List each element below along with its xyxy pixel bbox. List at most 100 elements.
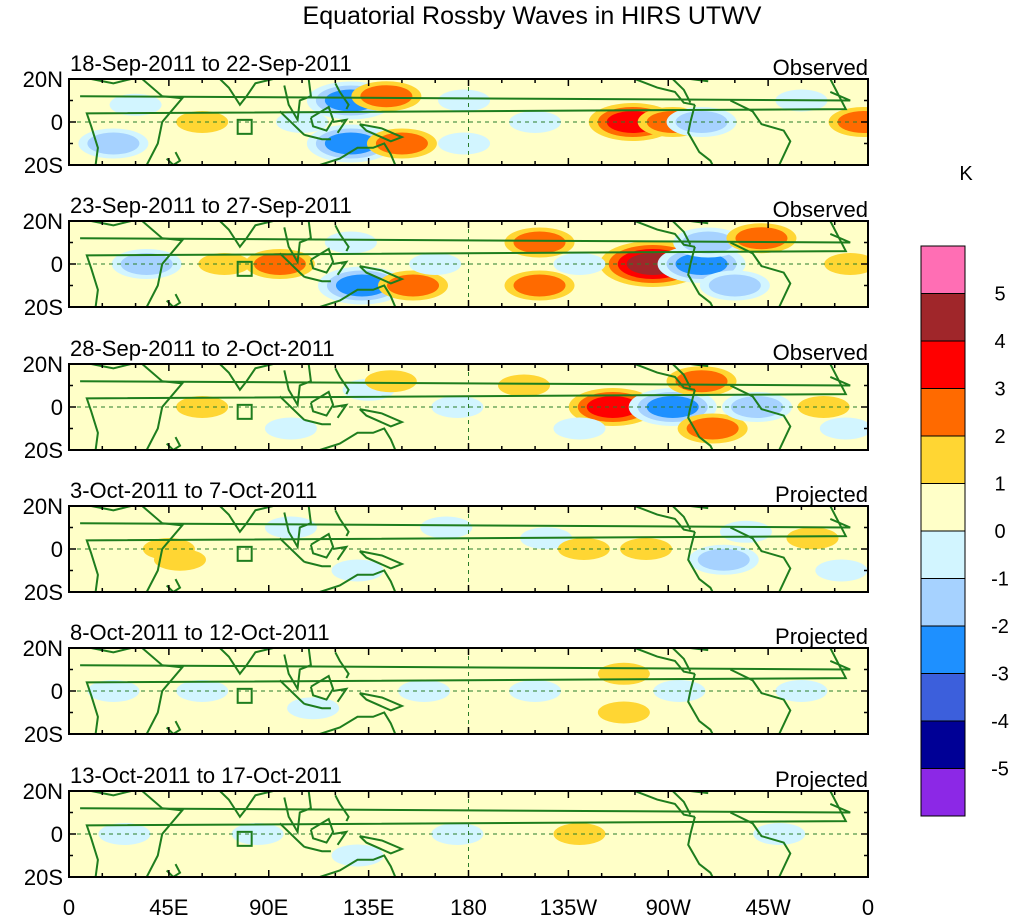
coastline <box>309 817 335 844</box>
coastline <box>332 260 349 276</box>
anomaly-contour <box>409 253 462 275</box>
colorbar-label: 1 <box>994 474 1005 496</box>
panel-kind-label: Observed <box>773 55 868 80</box>
coastline <box>672 648 692 673</box>
colorbar-swatch <box>920 625 966 674</box>
anomaly-contour <box>697 548 750 571</box>
coastline <box>319 142 397 165</box>
coastline <box>687 673 714 734</box>
latitude-label: 20S <box>24 580 63 605</box>
coastline <box>283 791 312 835</box>
colorbar-swatch <box>920 768 966 817</box>
coastline <box>219 791 274 819</box>
latitude-label: 0 <box>51 110 63 135</box>
coastline <box>634 221 696 248</box>
coastline <box>634 79 696 106</box>
coastline <box>91 79 132 85</box>
coastline <box>332 830 349 846</box>
coastline <box>91 364 132 370</box>
anomaly-contour <box>819 417 868 440</box>
longitude-axis: 0 45E 90E 135E 180 135W 90W 45W 0 <box>63 895 874 920</box>
coastline <box>166 151 182 165</box>
coastline <box>91 648 132 654</box>
region-marker <box>236 830 253 847</box>
coastline <box>85 79 848 165</box>
figure-title: Equatorial Rossby Waves in HIRS UTWV <box>303 2 762 30</box>
panel-5: 20N 0 20S 8-Oct-2011 to 12-Oct-2011 Projecte… <box>23 620 869 747</box>
latitude-label: 0 <box>51 252 63 277</box>
colorbar-label: 4 <box>994 331 1005 353</box>
colorbar-swatch <box>920 293 966 342</box>
anomaly-contour <box>597 662 650 685</box>
coastline <box>634 364 696 391</box>
coastline <box>279 679 305 705</box>
coastline <box>80 802 851 814</box>
coastline <box>319 427 397 450</box>
anomaly-contour <box>431 396 484 418</box>
longitude-label: 135W <box>540 895 598 920</box>
coastline <box>165 863 182 877</box>
colorbar-label: 0 <box>994 521 1005 543</box>
panel-kind-label: Projected <box>775 482 868 507</box>
coastline <box>729 384 792 450</box>
anomaly-contour <box>109 93 162 116</box>
coastline <box>319 854 397 877</box>
coastline <box>359 550 405 570</box>
panel-kind-label: Observed <box>773 340 868 365</box>
coastline <box>91 791 132 797</box>
panel-kind-label: Observed <box>773 197 868 222</box>
colorbar-label: -1 <box>991 569 1009 591</box>
coastline <box>359 835 405 855</box>
panel-kind-label: Projected <box>775 767 868 792</box>
coastline <box>359 123 405 143</box>
latitude-label: 0 <box>51 822 63 847</box>
anomaly-contour <box>331 844 384 867</box>
anomaly-contour <box>176 680 229 702</box>
anomaly-contour <box>231 823 284 845</box>
coastline <box>283 79 312 123</box>
panel-date-range: 18-Sep-2011 to 22-Sep-2011 <box>70 51 352 76</box>
longitude-label: 135E <box>343 895 394 920</box>
panel-3: 20N 0 20S 28-Sep-2011 to 2-Oct-2011 Observed <box>23 336 869 463</box>
anomaly-contour <box>837 111 868 133</box>
coastline <box>672 221 692 246</box>
colorbar-label: -3 <box>991 664 1009 686</box>
coastline <box>309 105 335 132</box>
region-marker <box>236 118 253 135</box>
coastline <box>359 408 405 428</box>
coastline <box>219 79 274 107</box>
coastline <box>141 648 185 734</box>
coastline <box>219 364 274 392</box>
latitude-label: 20S <box>24 295 63 320</box>
coastline <box>332 403 349 419</box>
anomaly-contour <box>324 132 377 155</box>
coastline <box>304 133 331 141</box>
panel-date-range: 8-Oct-2011 to 12-Oct-2011 <box>70 620 330 645</box>
panel-4: 20N 0 20S 3-Oct-2011 to 7-Oct-2011 Projected <box>23 478 869 605</box>
coastline <box>634 506 696 533</box>
colorbar-swatch <box>920 578 966 627</box>
colorbar-label: 5 <box>994 284 1005 306</box>
latitude-label: 20N <box>23 779 63 804</box>
anomaly-contour <box>420 516 473 539</box>
anomaly-contour <box>553 823 606 845</box>
longitude-label: 0 <box>862 895 874 920</box>
colorbar-label: 3 <box>994 379 1005 401</box>
coastline <box>319 284 397 307</box>
anomaly-contour <box>775 680 828 702</box>
coastline <box>309 390 335 417</box>
coastline <box>672 364 692 389</box>
coastline <box>309 532 335 559</box>
longitude-label: 0 <box>63 895 75 920</box>
coastline <box>80 659 851 671</box>
latitude-label: 20S <box>24 153 63 178</box>
region-marker <box>236 687 253 704</box>
anomaly-contour <box>98 823 151 845</box>
anomaly-contour <box>331 559 384 582</box>
coastline <box>165 578 182 592</box>
coastline <box>85 221 848 307</box>
anomaly-field <box>69 79 868 165</box>
anomaly-contour <box>597 701 650 724</box>
coastline <box>141 791 185 877</box>
